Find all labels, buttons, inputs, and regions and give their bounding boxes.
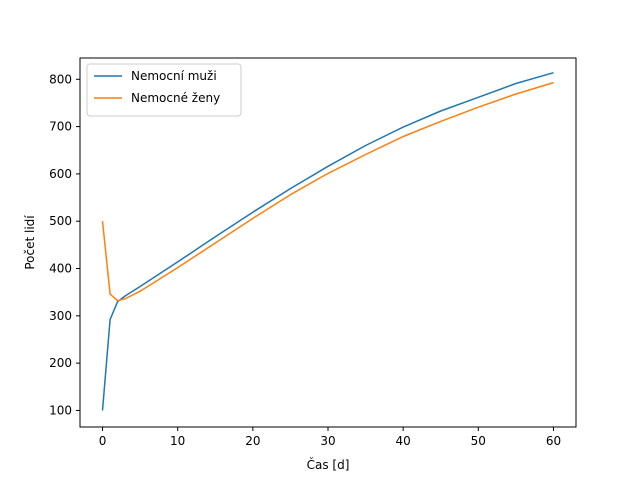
legend-label: Nemocní muži xyxy=(131,69,217,83)
legend: Nemocní muži Nemocné ženy xyxy=(86,63,242,117)
y-tick-label: 400 xyxy=(49,262,72,276)
plot-lines xyxy=(101,71,554,411)
x-axis-ticks: 0 10 20 30 40 50 60 xyxy=(99,427,561,448)
y-tick-label: 600 xyxy=(49,167,72,181)
legend-label: Nemocné ženy xyxy=(131,91,220,105)
y-axis-label: Počet lidí xyxy=(23,215,37,270)
y-tick-label: 200 xyxy=(49,356,72,370)
series-line-1 xyxy=(101,71,554,411)
y-axis-ticks: 100 200 300 400 500 600 700 800 xyxy=(49,72,80,417)
y-tick-label: 700 xyxy=(49,120,72,134)
x-tick-label: 20 xyxy=(245,434,260,448)
x-tick-label: 60 xyxy=(546,434,561,448)
x-tick-label: 40 xyxy=(396,434,411,448)
y-tick-label: 800 xyxy=(49,72,72,86)
x-tick-label: 50 xyxy=(471,434,486,448)
y-tick-label: 500 xyxy=(49,214,72,228)
x-tick-label: 10 xyxy=(170,434,185,448)
legend-box xyxy=(86,63,242,117)
y-tick-label: 300 xyxy=(49,309,72,323)
series-line-2 xyxy=(101,81,554,302)
x-tick-label: 30 xyxy=(320,434,335,448)
x-axis-label: Čas [d] xyxy=(307,457,350,472)
y-tick-label: 100 xyxy=(49,403,72,417)
x-tick-label: 0 xyxy=(99,434,107,448)
